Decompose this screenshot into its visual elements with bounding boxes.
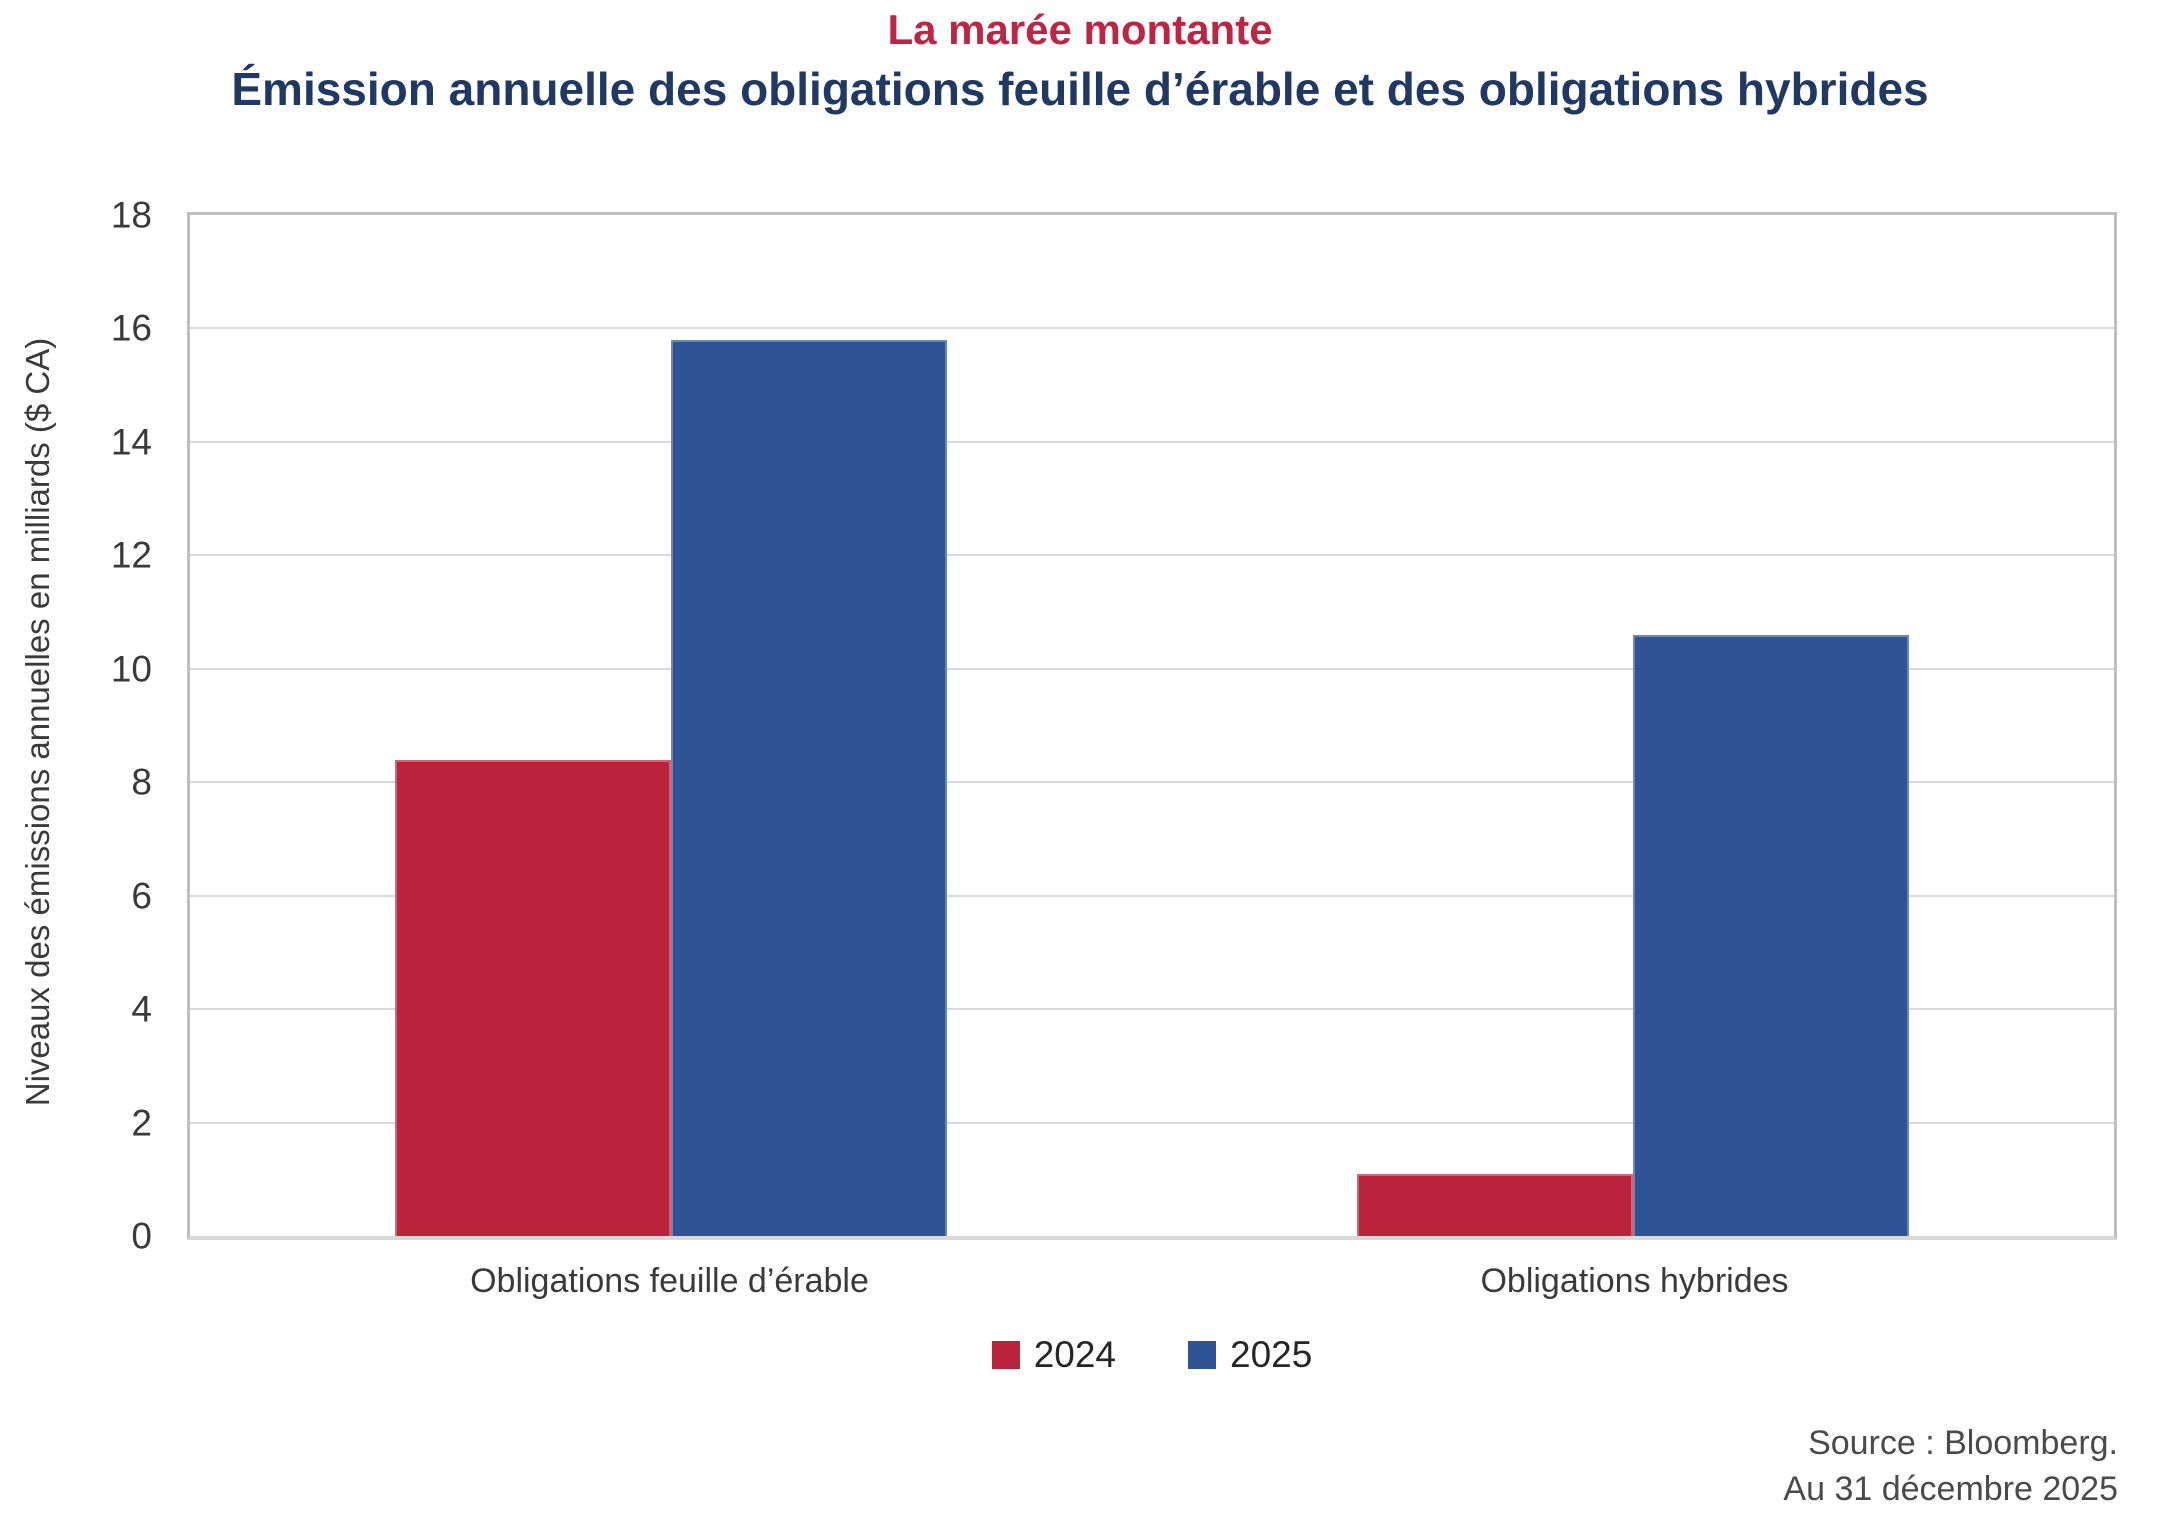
legend-label-2024: 2024 [1033,1334,1116,1375]
bar-2025-category-2 [1633,634,1909,1236]
y-tick-label: 12 [110,534,152,576]
x-category-label-hybrides: Obligations hybrides [1480,1262,1789,1300]
gridline [190,1121,2114,1124]
gridline [190,667,2114,670]
y-tick-label: 10 [110,648,152,690]
legend-swatch-2024-icon [991,1340,1020,1369]
source-block: Source : Bloomberg. Au 31 décembre 2025 [1783,1420,2118,1512]
bar-2024-category-1 [395,759,671,1236]
y-tick-label: 14 [110,421,152,463]
legend-label-2025: 2025 [1230,1334,1313,1375]
chart-title: La marée montante [887,6,1273,53]
plot-area [187,212,2117,1240]
gridline [190,1008,2114,1011]
y-tick-label: 8 [131,761,152,803]
x-axis-category-labels: Obligations feuille d’érable Obligations… [187,1262,2117,1312]
y-tick-label: 2 [131,1102,152,1144]
gridline [190,554,2114,557]
gridline [190,894,2114,897]
legend-swatch-2025-icon [1188,1340,1216,1369]
legend: 2024 2025 [187,1336,2117,1373]
gridline [190,327,2114,330]
bar-2025-category-1 [671,339,947,1236]
y-tick-label: 18 [110,194,152,236]
y-tick-label: 4 [131,988,152,1030]
legend-item-2025: 2025 [1188,1336,1312,1373]
gridline [190,781,2114,784]
as-of-date-text: Au 31 décembre 2025 [1783,1470,2118,1509]
legend-item-2024: 2024 [991,1334,1116,1375]
gridline [190,440,2114,443]
bar-2024-category-2 [1357,1173,1633,1236]
x-category-label-feuille-erable: Obligations feuille d’érable [470,1262,869,1300]
y-tick-label: 6 [131,875,152,917]
chart-subtitle: Émission annuelle des obligations feuill… [231,63,1929,115]
source-text: Source : Bloomberg. [1808,1424,2118,1462]
y-tick-label: 0 [131,1215,152,1257]
y-tick-label: 16 [110,307,152,349]
